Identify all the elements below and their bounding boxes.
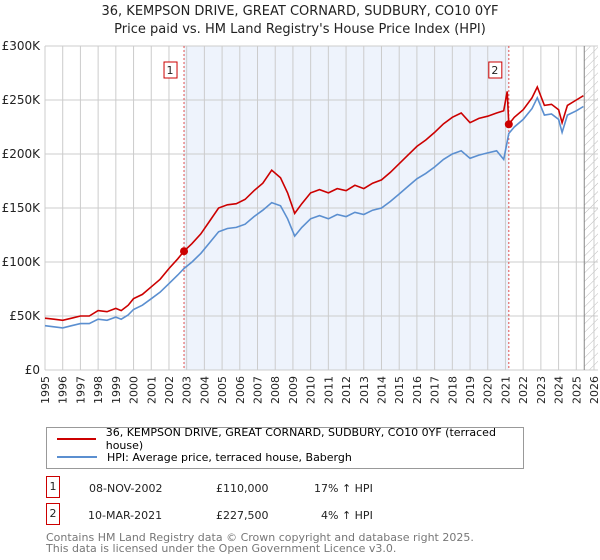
x-tick-label: 2021: [499, 376, 512, 404]
y-tick-label: £300K: [2, 39, 42, 53]
transaction-hpi: 17% ↑ HPI: [314, 482, 373, 495]
legend-label-hpi: HPI: Average price, terraced house, Babe…: [107, 450, 352, 464]
chart-title: 36, KEMPSON DRIVE, GREAT CORNARD, SUDBUR…: [101, 4, 499, 19]
x-tick-label: 2026: [588, 376, 600, 404]
x-tick-label: 2018: [446, 376, 459, 404]
annotation-badge: [163, 61, 178, 79]
y-tick-label: £0: [25, 363, 40, 377]
price-paid-line: [44, 85, 584, 322]
x-tick-label: 2005: [216, 376, 229, 404]
legend-swatch-hpi: [57, 456, 97, 458]
x-tick-label: 2001: [145, 376, 158, 404]
x-tick-label: 2010: [305, 376, 318, 404]
annotation-badge: [488, 61, 503, 79]
legend-item-hpi: HPI: Average price, terraced house, Babe…: [57, 448, 352, 466]
footer: Contains HM Land Registry data © Crown c…: [46, 532, 474, 554]
x-tick-label: 2024: [553, 376, 566, 404]
x-tick-label: 2014: [375, 376, 388, 404]
hpi-line: [44, 95, 584, 329]
x-tick-label: 2016: [411, 376, 424, 404]
y-tick-label: £250K: [2, 93, 42, 107]
sale-point: [180, 247, 189, 256]
x-tick-label: 2004: [198, 376, 211, 404]
transaction-date: 10-MAR-2021: [88, 509, 163, 522]
x-tick-label: 1995: [39, 376, 52, 404]
transaction-price: £110,000: [216, 482, 269, 495]
y-tick-label: £150K: [2, 201, 42, 215]
x-tick-label: 2019: [464, 376, 477, 404]
legend: 36, KEMPSON DRIVE, GREAT CORNARD, SUDBUR…: [46, 426, 524, 469]
y-tick-label: £200K: [2, 147, 42, 161]
annotation-label: 1: [167, 64, 174, 77]
legend-label-price: 36, KEMPSON DRIVE, GREAT CORNARD, SUDBUR…: [105, 426, 496, 452]
x-tick-label: 2025: [570, 376, 583, 404]
x-tick-label: 2000: [128, 376, 141, 404]
transaction-badge: 1: [46, 476, 60, 498]
transaction-row-1: 1 08-NOV-2002 £110,000 17% ↑ HPI: [46, 476, 466, 499]
x-tick-label: 2006: [234, 376, 247, 404]
x-tick-label: 2022: [517, 376, 530, 404]
x-tick-label: 1999: [110, 376, 123, 404]
x-tick-label: 2015: [393, 376, 406, 404]
footer-copyright: Contains HM Land Registry data © Crown c…: [46, 531, 474, 544]
footer-licence: This data is licensed under the Open Gov…: [46, 542, 397, 555]
x-tick-label: 1998: [92, 376, 105, 404]
legend-swatch-price: [57, 438, 96, 440]
x-tick-label: 2002: [163, 376, 176, 404]
x-tick-label: 2009: [287, 376, 300, 404]
plot-area: 1995 1996 1997 1998 1999 2000 2001 2002 2003 2004…: [2, 39, 600, 404]
x-tick-label: 1996: [57, 376, 70, 404]
x-tick-label: 2020: [482, 376, 495, 404]
x-tick-label: 2008: [269, 376, 282, 404]
transaction-date: 08-NOV-2002: [89, 482, 163, 495]
legend-item-price: 36, KEMPSON DRIVE, GREAT CORNARD, SUDBUR…: [57, 426, 523, 452]
x-tick-label: 2013: [358, 376, 371, 404]
y-tick-label: £50K: [9, 309, 41, 323]
x-tick-label: 1997: [74, 376, 87, 404]
annotation-label: 2: [491, 64, 498, 77]
transaction-badge: 2: [46, 503, 60, 525]
x-tick-label: 2017: [429, 376, 442, 404]
x-tick-label: 2023: [535, 376, 548, 404]
transaction-price: £227,500: [216, 509, 269, 522]
y-tick-label: £100K: [2, 255, 42, 269]
x-tick-label: 2007: [252, 376, 265, 404]
transaction-hpi: 4% ↑ HPI: [321, 509, 373, 522]
x-tick-label: 2012: [340, 376, 353, 404]
chart-subtitle: Price paid vs. HM Land Registry's House …: [114, 22, 486, 37]
transaction-row-2: 2 10-MAR-2021 £227,500 4% ↑ HPI: [46, 503, 466, 526]
sale-point: [504, 120, 513, 129]
x-tick-label: 2003: [181, 376, 194, 404]
x-tick-label: 2011: [322, 376, 335, 404]
